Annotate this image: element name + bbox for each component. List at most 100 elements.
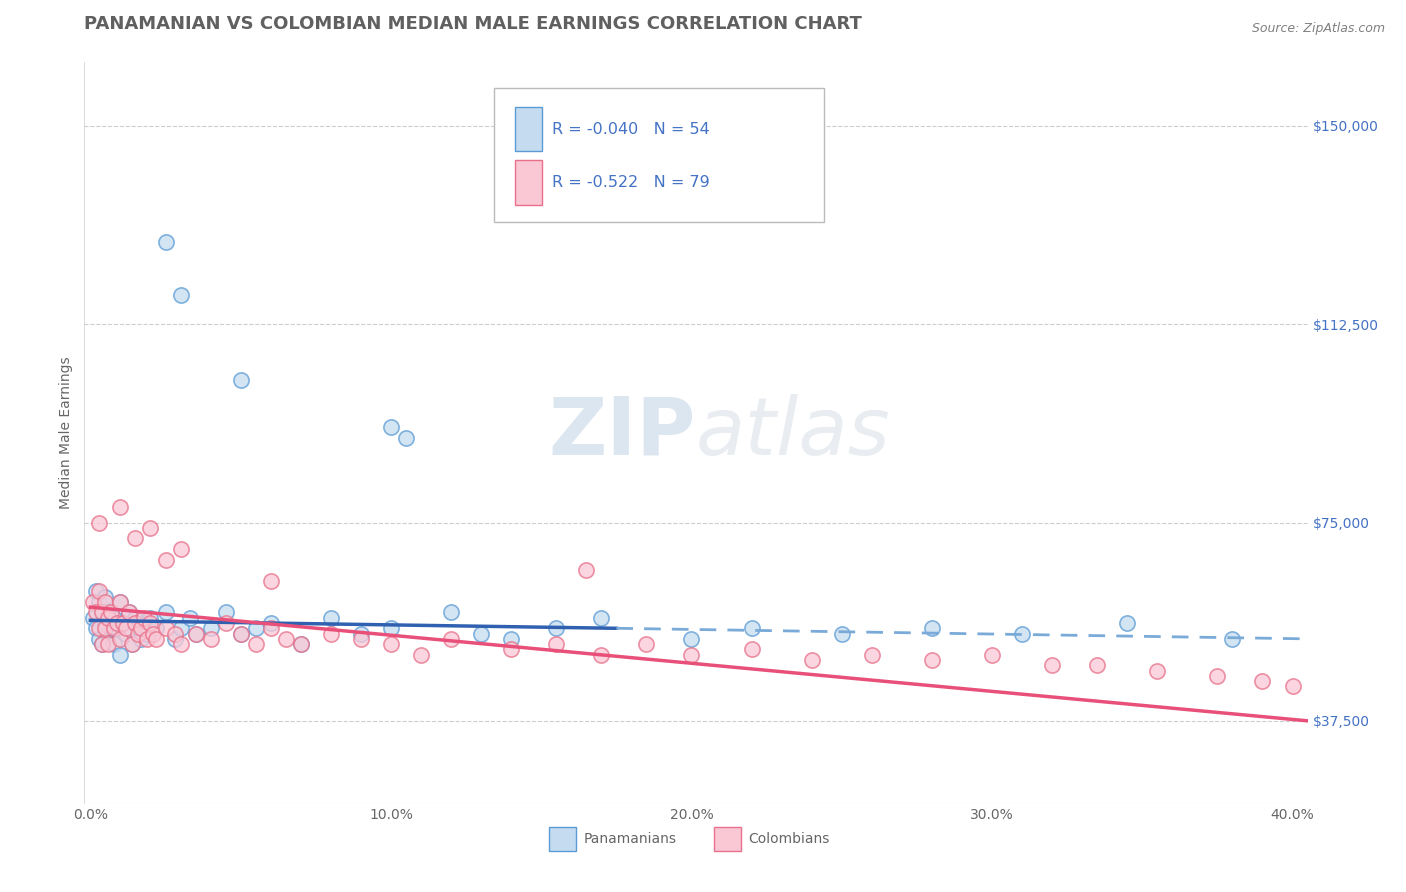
Point bbox=[155, 606, 177, 620]
Point bbox=[260, 621, 283, 635]
Point bbox=[100, 621, 122, 635]
Point bbox=[214, 606, 236, 620]
Point bbox=[110, 648, 132, 662]
Point bbox=[110, 500, 132, 514]
Point bbox=[501, 642, 523, 657]
Point bbox=[82, 611, 104, 625]
Point bbox=[184, 626, 207, 640]
Point bbox=[100, 606, 122, 620]
Bar bbox=[714, 827, 741, 851]
Bar bbox=[515, 107, 541, 152]
Bar bbox=[515, 161, 541, 204]
Point bbox=[319, 626, 342, 640]
Point bbox=[112, 615, 135, 630]
Point bbox=[200, 632, 222, 646]
Point bbox=[1011, 626, 1033, 640]
Point bbox=[118, 606, 141, 620]
Point bbox=[89, 516, 111, 530]
FancyBboxPatch shape bbox=[494, 88, 824, 221]
Point bbox=[470, 626, 492, 640]
Point bbox=[591, 611, 613, 625]
Point bbox=[91, 606, 114, 620]
Point bbox=[124, 615, 146, 630]
Point bbox=[260, 615, 283, 630]
Point bbox=[134, 611, 156, 625]
Text: Colombians: Colombians bbox=[748, 832, 830, 847]
Text: Panamanians: Panamanians bbox=[583, 832, 676, 847]
Point bbox=[1281, 680, 1303, 694]
Point bbox=[380, 420, 402, 434]
Point bbox=[169, 541, 191, 556]
Point bbox=[97, 606, 120, 620]
Text: R = -0.522   N = 79: R = -0.522 N = 79 bbox=[551, 175, 710, 190]
Point bbox=[290, 637, 312, 651]
Point bbox=[741, 642, 763, 657]
Point bbox=[139, 615, 162, 630]
Point bbox=[1251, 674, 1274, 689]
Point bbox=[124, 532, 146, 546]
Bar bbox=[550, 827, 576, 851]
Point bbox=[350, 626, 373, 640]
Point bbox=[145, 632, 167, 646]
Point bbox=[118, 606, 141, 620]
Point bbox=[169, 288, 191, 302]
Text: ZIP: ZIP bbox=[548, 393, 696, 472]
Point bbox=[139, 521, 162, 535]
Point bbox=[97, 637, 120, 651]
Point bbox=[136, 626, 159, 640]
Point bbox=[546, 637, 568, 651]
Point bbox=[94, 590, 117, 604]
Point bbox=[145, 621, 167, 635]
Point bbox=[1085, 658, 1108, 673]
Point bbox=[440, 606, 463, 620]
Point bbox=[681, 632, 703, 646]
Point bbox=[115, 626, 138, 640]
Point bbox=[860, 648, 883, 662]
Point bbox=[1206, 669, 1229, 683]
Point bbox=[1116, 615, 1139, 630]
Point bbox=[115, 621, 138, 635]
Point bbox=[110, 595, 132, 609]
Point bbox=[274, 632, 297, 646]
Point bbox=[103, 611, 125, 625]
Point bbox=[89, 595, 111, 609]
Point bbox=[155, 552, 177, 566]
Point bbox=[91, 637, 114, 651]
Point bbox=[86, 621, 108, 635]
Point bbox=[681, 648, 703, 662]
Point bbox=[94, 621, 117, 635]
Point bbox=[591, 648, 613, 662]
Point bbox=[94, 595, 117, 609]
Point bbox=[229, 626, 252, 640]
Point bbox=[1040, 658, 1063, 673]
Point bbox=[350, 632, 373, 646]
Point bbox=[127, 626, 149, 640]
Point bbox=[741, 621, 763, 635]
Point bbox=[127, 621, 149, 635]
Point bbox=[110, 632, 132, 646]
Point bbox=[94, 615, 117, 630]
Point bbox=[107, 615, 129, 630]
Point bbox=[245, 637, 267, 651]
Point bbox=[82, 595, 104, 609]
Point bbox=[290, 637, 312, 651]
Point bbox=[86, 606, 108, 620]
Point bbox=[121, 637, 143, 651]
Point bbox=[91, 606, 114, 620]
Point bbox=[89, 621, 111, 635]
Point bbox=[260, 574, 283, 588]
Point bbox=[155, 235, 177, 250]
Point bbox=[575, 563, 598, 577]
Point bbox=[179, 611, 201, 625]
Point bbox=[800, 653, 823, 667]
Point bbox=[163, 626, 186, 640]
Point bbox=[501, 632, 523, 646]
Point bbox=[184, 626, 207, 640]
Point bbox=[921, 653, 943, 667]
Point bbox=[921, 621, 943, 635]
Point bbox=[91, 637, 114, 651]
Y-axis label: Median Male Earnings: Median Male Earnings bbox=[59, 356, 73, 509]
Point bbox=[440, 632, 463, 646]
Point bbox=[86, 584, 108, 599]
Point bbox=[107, 621, 129, 635]
